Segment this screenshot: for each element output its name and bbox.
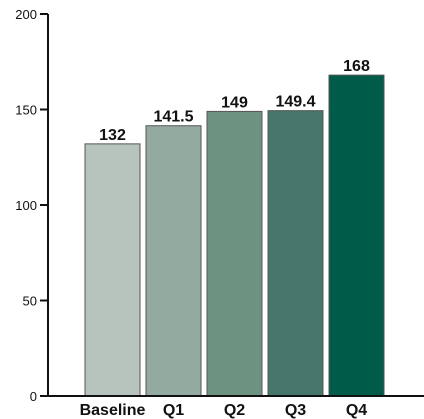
y-tick-label-0: 0 xyxy=(30,389,37,404)
y-tick-label-100: 100 xyxy=(15,198,37,213)
bar-baseline xyxy=(84,143,141,397)
bar-q3 xyxy=(267,110,324,397)
value-label-baseline: 132 xyxy=(99,127,126,144)
value-label-q1: 141.5 xyxy=(153,109,193,126)
y-tick-label-50: 50 xyxy=(23,294,37,309)
value-label-q3: 149.4 xyxy=(275,94,315,111)
bar-q4 xyxy=(328,74,385,397)
value-label-q2: 149 xyxy=(221,94,248,111)
x-label-q1: Q1 xyxy=(163,402,184,419)
bar-q2 xyxy=(206,110,263,397)
value-label-q4: 168 xyxy=(343,58,370,75)
x-label-baseline: Baseline xyxy=(80,402,146,419)
bar-q1 xyxy=(145,125,202,397)
x-label-q3: Q3 xyxy=(285,402,306,419)
y-tick-label-200: 200 xyxy=(15,7,37,22)
x-label-q2: Q2 xyxy=(224,402,245,419)
y-tick-label-150: 150 xyxy=(15,103,37,118)
x-label-q4: Q4 xyxy=(346,402,367,419)
